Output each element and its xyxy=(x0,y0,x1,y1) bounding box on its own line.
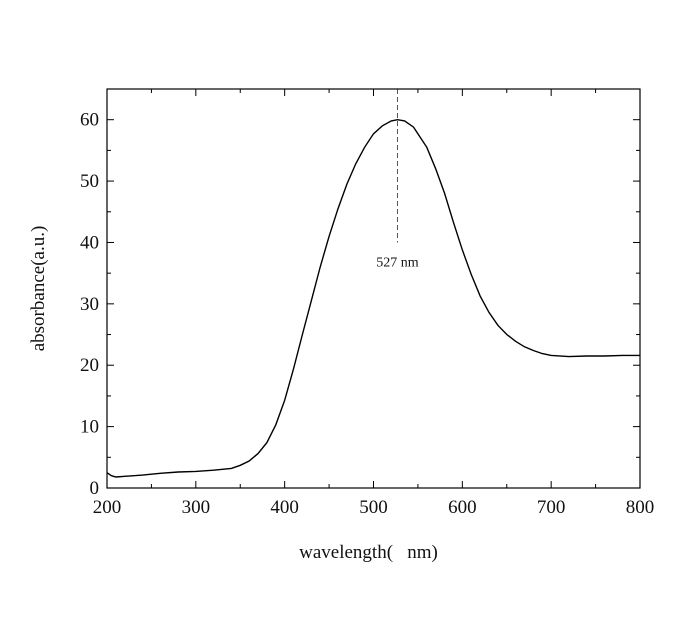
x-tick-label: 500 xyxy=(359,497,388,518)
x-tick-label: 800 xyxy=(626,497,655,518)
x-tick-label: 600 xyxy=(448,497,477,518)
x-tick-label: 200 xyxy=(93,497,122,518)
absorbance-curve xyxy=(106,118,640,478)
y-tick-label: 60 xyxy=(80,110,99,131)
axis-ticks xyxy=(106,88,641,489)
x-tick-label: 700 xyxy=(537,497,566,518)
y-axis-title: absorbance(a.u.) xyxy=(28,226,49,352)
x-tick-label: 400 xyxy=(270,497,299,518)
y-tick-label: 0 xyxy=(90,478,100,499)
plot-frame xyxy=(106,88,641,489)
x-tick-label: 300 xyxy=(182,497,211,518)
x-axis-title: wavelength( nm) xyxy=(299,542,438,563)
tick-labels: 200 300 400 500 600 700 800 0 10 20 30 40 50 60 xyxy=(80,110,654,518)
y-tick-label: 50 xyxy=(80,171,99,192)
y-tick-label: 30 xyxy=(80,294,99,315)
y-tick-label: 20 xyxy=(80,355,99,376)
y-tick-label: 10 xyxy=(80,417,99,438)
peak-annotation-label: 527 nm xyxy=(376,255,419,270)
y-tick-label: 40 xyxy=(80,232,99,253)
